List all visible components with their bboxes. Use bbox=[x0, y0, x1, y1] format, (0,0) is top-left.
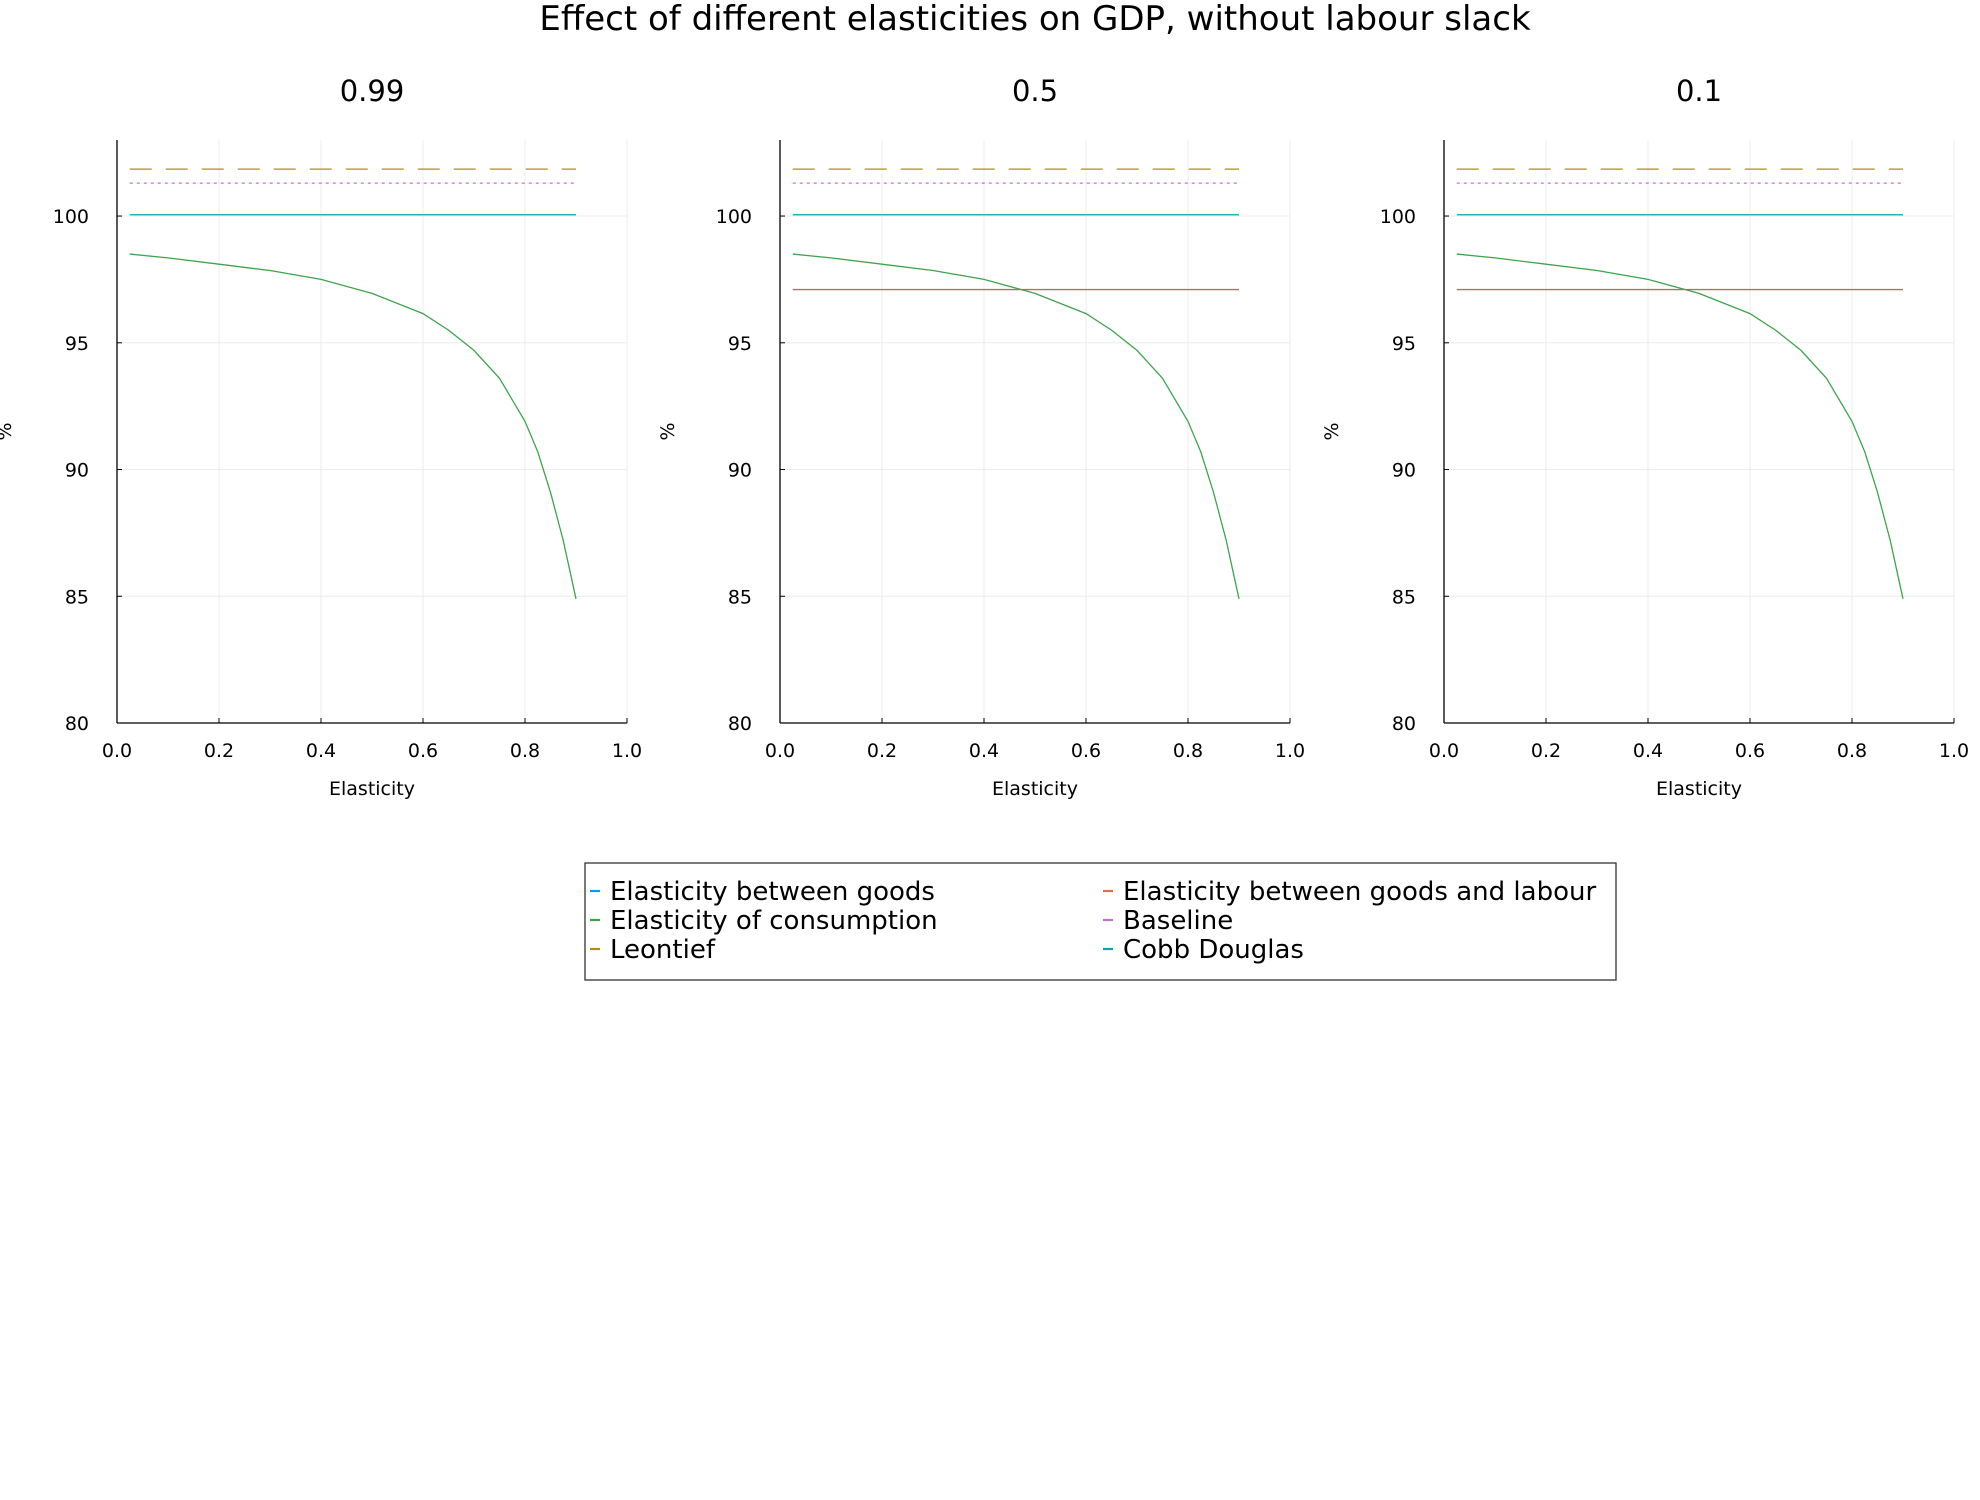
y-tick-label: 85 bbox=[65, 586, 89, 608]
y-axis-label: % bbox=[0, 422, 16, 440]
y-tick-label: 95 bbox=[728, 333, 752, 355]
x-tick-label: 0.8 bbox=[1173, 740, 1203, 762]
y-tick-label: 80 bbox=[728, 713, 752, 735]
y-tick-label: 90 bbox=[1392, 460, 1416, 482]
x-tick-label: 0.2 bbox=[1531, 740, 1561, 762]
y-tick-label: 85 bbox=[728, 586, 752, 608]
x-tick-label: 0.4 bbox=[306, 740, 336, 762]
y-tick-label: 100 bbox=[53, 206, 89, 228]
y-tick-label: 85 bbox=[1392, 586, 1416, 608]
y-tick-label: 80 bbox=[1392, 713, 1416, 735]
x-tick-label: 0.6 bbox=[1071, 740, 1101, 762]
legend-item: Leontief bbox=[590, 935, 716, 965]
panel-title: 0.99 bbox=[340, 74, 405, 108]
legend-frame bbox=[584, 862, 1617, 981]
x-axis-label: Elasticity bbox=[992, 778, 1078, 800]
legend-label: Elasticity between goods and labour bbox=[1123, 877, 1596, 907]
x-tick-label: 0.4 bbox=[969, 740, 999, 762]
legend-item: Elasticity between goods and labour bbox=[1103, 877, 1596, 907]
x-tick-label: 0.0 bbox=[1429, 740, 1459, 762]
legend-item: Cobb Douglas bbox=[1103, 935, 1304, 965]
legend-item: Elasticity of consumption bbox=[590, 906, 938, 936]
y-tick-label: 100 bbox=[716, 206, 752, 228]
x-tick-label: 0.8 bbox=[510, 740, 540, 762]
x-tick-label: 1.0 bbox=[1275, 740, 1305, 762]
x-tick-label: 0.0 bbox=[765, 740, 795, 762]
x-tick-label: 0.0 bbox=[102, 740, 132, 762]
panel-title: 0.1 bbox=[1676, 74, 1722, 108]
x-tick-label: 0.2 bbox=[867, 740, 897, 762]
series-line-consumption bbox=[1456, 253, 1904, 599]
legend-label: Baseline bbox=[1123, 906, 1233, 936]
y-tick-label: 95 bbox=[1392, 333, 1416, 355]
y-axis-label: % bbox=[1321, 422, 1343, 440]
y-tick-label: 90 bbox=[65, 460, 89, 482]
legend-label: Elasticity between goods bbox=[610, 877, 935, 907]
legend-item: Elasticity between goods bbox=[590, 877, 935, 907]
x-tick-label: 0.6 bbox=[1735, 740, 1765, 762]
legend-label: Leontief bbox=[610, 935, 716, 965]
legend-item: Baseline bbox=[1103, 906, 1233, 936]
figure-title: Effect of different elasticities on GDP,… bbox=[539, 0, 1531, 39]
series-line-consumption bbox=[792, 253, 1240, 599]
legend: Elasticity between goods Elasticity betwe… bbox=[584, 862, 1617, 981]
x-tick-label: 1.0 bbox=[612, 740, 642, 762]
x-axis-label: Elasticity bbox=[1656, 778, 1742, 800]
panel-title: 0.5 bbox=[1012, 74, 1058, 108]
series-line-consumption bbox=[129, 253, 577, 599]
legend-label: Elasticity of consumption bbox=[610, 906, 938, 936]
panel-1: 0.0 0.2 0.4 0.6 0.8 1.0 80 85 90 95 100 0.99 Elastic… bbox=[0, 74, 642, 800]
y-tick-label: 95 bbox=[65, 333, 89, 355]
x-tick-label: 0.2 bbox=[204, 740, 234, 762]
panel-2: 0.0 0.2 0.4 0.6 0.8 1.0 80 85 90 95 100 0.5 Elastici… bbox=[657, 74, 1305, 800]
y-tick-label: 90 bbox=[728, 460, 752, 482]
y-tick-label: 80 bbox=[65, 713, 89, 735]
x-axis-label: Elasticity bbox=[329, 778, 415, 800]
y-axis-label: % bbox=[657, 422, 679, 440]
legend-label: Cobb Douglas bbox=[1123, 935, 1304, 965]
x-tick-label: 1.0 bbox=[1939, 740, 1969, 762]
panels: 0.0 0.2 0.4 0.6 0.8 1.0 80 85 90 95 100 0.99 Elastic… bbox=[0, 74, 1969, 800]
x-tick-label: 0.8 bbox=[1837, 740, 1867, 762]
x-tick-label: 0.6 bbox=[408, 740, 438, 762]
y-tick-label: 100 bbox=[1380, 206, 1416, 228]
panel-3: 0.0 0.2 0.4 0.6 0.8 1.0 80 85 90 95 100 0.1 Elastici… bbox=[1321, 74, 1969, 800]
x-tick-label: 0.4 bbox=[1633, 740, 1663, 762]
